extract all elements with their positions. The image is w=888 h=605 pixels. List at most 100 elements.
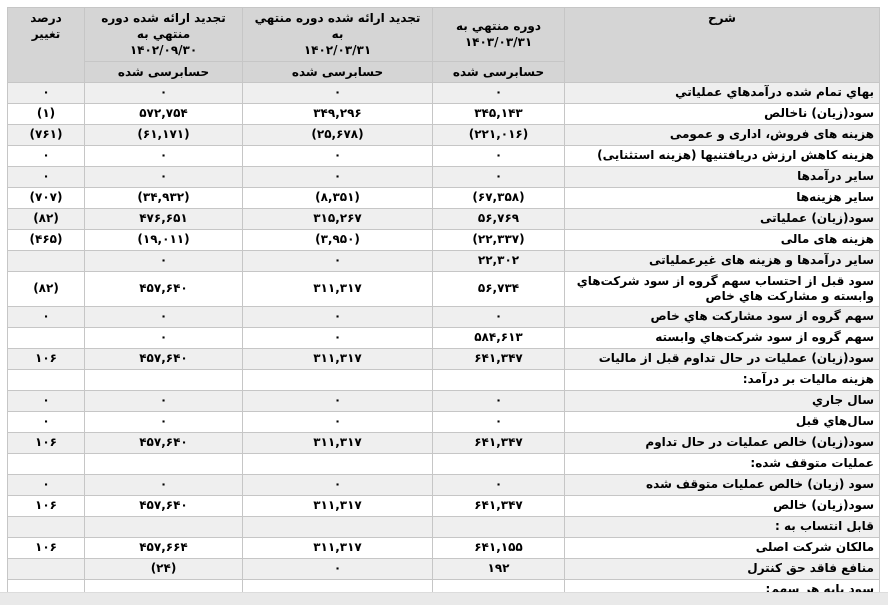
value-percent-change: (۸۲) bbox=[7, 207, 85, 230]
table-row: سود قبل از احتساب سهم گروه از سود شرکت‌ه… bbox=[7, 270, 880, 307]
value-restated-quarter: ۳۴۹,۲۹۶ bbox=[242, 102, 433, 125]
value-percent-change bbox=[7, 452, 85, 475]
value-percent-change bbox=[7, 249, 85, 272]
value-current-period: ۶۴۱,۱۵۵ bbox=[432, 536, 565, 559]
value-restated-quarter bbox=[242, 452, 433, 475]
value-restated-quarter: ۰ bbox=[242, 473, 433, 496]
table-row: بهاي تمام شده درآمدهاي عملياتي ۰ ۰ ۰ ۰ bbox=[7, 81, 880, 104]
header-restated-year: تجدید ارائه شده دوره منتهي به ۱۴۰۲/۰۹/۳۰ bbox=[84, 7, 243, 62]
header-restated-year-date: ۱۴۰۲/۰۹/۳۰ bbox=[129, 43, 198, 58]
value-restated-quarter: ۳۱۱,۳۱۷ bbox=[242, 270, 433, 307]
value-restated-quarter: ۰ bbox=[242, 389, 433, 412]
value-restated-quarter: ۳۱۱,۳۱۷ bbox=[242, 536, 433, 559]
row-label: قابل انتساب به : bbox=[564, 515, 880, 538]
value-restated-quarter: ۳۱۱,۳۱۷ bbox=[242, 347, 433, 370]
value-current-period: ۰ bbox=[432, 305, 565, 328]
value-current-period: ۵۶,۷۶۹ bbox=[432, 207, 565, 230]
value-current-period: (۶۷,۳۵۸) bbox=[432, 186, 565, 209]
value-current-period: ۳۴۵,۱۴۳ bbox=[432, 102, 565, 125]
value-percent-change: ۰ bbox=[7, 305, 85, 328]
header-current-period: دوره منتهي به ۱۴۰۳/۰۳/۳۱ bbox=[432, 7, 565, 62]
table-row: سود(زیان) ناخالص ۳۴۵,۱۴۳ ۳۴۹,۲۹۶ ۵۷۲,۷۵۴… bbox=[7, 102, 880, 125]
row-label: سایر درآمدها bbox=[564, 165, 880, 188]
value-percent-change: ۱۰۶ bbox=[7, 347, 85, 370]
value-current-period: ۰ bbox=[432, 410, 565, 433]
table-row: هزینه های فروش، اداری و عمومی (۲۲۱,۰۱۶) … bbox=[7, 123, 880, 146]
table-header: شرح دوره منتهي به ۱۴۰۳/۰۳/۳۱ تجدید ارائه… bbox=[7, 7, 880, 83]
row-label: سایر هزینه‌ها bbox=[564, 186, 880, 209]
value-restated-year: ۰ bbox=[84, 144, 243, 167]
value-restated-quarter: ۰ bbox=[242, 144, 433, 167]
value-percent-change: ۰ bbox=[7, 165, 85, 188]
value-restated-quarter: ۰ bbox=[242, 557, 433, 580]
value-restated-year bbox=[84, 452, 243, 475]
value-current-period: (۲۲۱,۰۱۶) bbox=[432, 123, 565, 146]
row-label: هزینه کاهش ارزش دریافتنیها (هزینه استثنا… bbox=[564, 144, 880, 167]
value-current-period: ۰ bbox=[432, 165, 565, 188]
value-current-period bbox=[432, 515, 565, 538]
value-restated-year: ۰ bbox=[84, 410, 243, 433]
value-percent-change: (۷۰۷) bbox=[7, 186, 85, 209]
table-row: سود(زیان) خالص ۶۴۱,۳۴۷ ۳۱۱,۳۱۷ ۴۵۷,۶۴۰ ۱… bbox=[7, 494, 880, 517]
row-label: سایر درآمدها و هزینه های غیرعملیاتی bbox=[564, 249, 880, 272]
value-percent-change: ۰ bbox=[7, 410, 85, 433]
value-percent-change: ۱۰۶ bbox=[7, 494, 85, 517]
table-row: قابل انتساب به : bbox=[7, 515, 880, 538]
value-percent-change: ۱۰۶ bbox=[7, 431, 85, 454]
row-label: سود(زیان) عملیات در حال تداوم قبل از مال… bbox=[564, 347, 880, 370]
value-restated-year: ۴۵۷,۶۴۰ bbox=[84, 270, 243, 307]
value-current-period: (۲۲,۳۳۷) bbox=[432, 228, 565, 251]
value-restated-year: ۴۷۶,۶۵۱ bbox=[84, 207, 243, 230]
value-current-period: ۲۲,۳۰۲ bbox=[432, 249, 565, 272]
value-restated-year: ۴۵۷,۶۴۰ bbox=[84, 431, 243, 454]
row-label: منافع فاقد حق کنترل bbox=[564, 557, 880, 580]
value-percent-change: ۰ bbox=[7, 81, 85, 104]
value-restated-year: ۰ bbox=[84, 305, 243, 328]
value-percent-change: ۱۰۶ bbox=[7, 536, 85, 559]
value-percent-change: (۸۲) bbox=[7, 270, 85, 307]
value-restated-year: (۱۹,۰۱۱) bbox=[84, 228, 243, 251]
value-current-period: ۶۴۱,۳۴۷ bbox=[432, 347, 565, 370]
row-label: بهاي تمام شده درآمدهاي عملياتي bbox=[564, 81, 880, 104]
table-row: سال‌هاي قبل ۰ ۰ ۰ ۰ bbox=[7, 410, 880, 433]
table-row: سایر درآمدها و هزینه های غیرعملیاتی ۲۲,۳… bbox=[7, 249, 880, 272]
value-percent-change: ۰ bbox=[7, 144, 85, 167]
table-row: سایر درآمدها ۰ ۰ ۰ ۰ bbox=[7, 165, 880, 188]
value-restated-year: ۴۵۷,۶۴۰ bbox=[84, 494, 243, 517]
value-restated-quarter bbox=[242, 515, 433, 538]
value-restated-year: ۰ bbox=[84, 389, 243, 412]
value-restated-year bbox=[84, 515, 243, 538]
row-label: سهم گروه از سود مشارکت هاي خاص bbox=[564, 305, 880, 328]
row-label: سال‌هاي قبل bbox=[564, 410, 880, 433]
horizontal-scrollbar[interactable] bbox=[0, 592, 888, 605]
value-current-period: ۰ bbox=[432, 144, 565, 167]
header-current-period-title: دوره منتهي به bbox=[455, 19, 542, 34]
value-restated-quarter: ۰ bbox=[242, 81, 433, 104]
value-restated-quarter: ۰ bbox=[242, 165, 433, 188]
table-row: عملیات متوقف شده: bbox=[7, 452, 880, 475]
header-percent-change: درصد تغییر bbox=[7, 7, 85, 83]
value-current-period: ۶۴۱,۳۴۷ bbox=[432, 494, 565, 517]
value-restated-year: ۰ bbox=[84, 473, 243, 496]
header-description: شرح bbox=[564, 7, 880, 83]
table-row: سود(زیان) عملیات در حال تداوم قبل از مال… bbox=[7, 347, 880, 370]
header-current-period-date: ۱۴۰۳/۰۳/۳۱ bbox=[464, 35, 533, 50]
value-restated-quarter: ۰ bbox=[242, 410, 433, 433]
value-restated-year: ۰ bbox=[84, 326, 243, 349]
value-current-period: ۰ bbox=[432, 389, 565, 412]
income-statement: شرح دوره منتهي به ۱۴۰۳/۰۳/۳۱ تجدید ارائه… bbox=[7, 7, 880, 601]
value-restated-quarter: (۲۵,۶۷۸) bbox=[242, 123, 433, 146]
row-label: هزینه های مالی bbox=[564, 228, 880, 251]
table-row: سود (زیان) خالص عملیات متوقف شده ۰ ۰ ۰ ۰ bbox=[7, 473, 880, 496]
table-row: مالکان شرکت اصلی ۶۴۱,۱۵۵ ۳۱۱,۳۱۷ ۴۵۷,۶۶۴… bbox=[7, 536, 880, 559]
row-label: سود(زیان) ناخالص bbox=[564, 102, 880, 125]
value-current-period bbox=[432, 368, 565, 391]
income-statement-table: شرح دوره منتهي به ۱۴۰۳/۰۳/۳۱ تجدید ارائه… bbox=[7, 7, 880, 601]
value-percent-change: (۴۶۵) bbox=[7, 228, 85, 251]
value-restated-quarter bbox=[242, 368, 433, 391]
table-row: هزینه کاهش ارزش دریافتنیها (هزینه استثنا… bbox=[7, 144, 880, 167]
value-percent-change bbox=[7, 368, 85, 391]
row-label: سود (زیان) خالص عملیات متوقف شده bbox=[564, 473, 880, 496]
value-restated-quarter: ۳۱۱,۳۱۷ bbox=[242, 431, 433, 454]
